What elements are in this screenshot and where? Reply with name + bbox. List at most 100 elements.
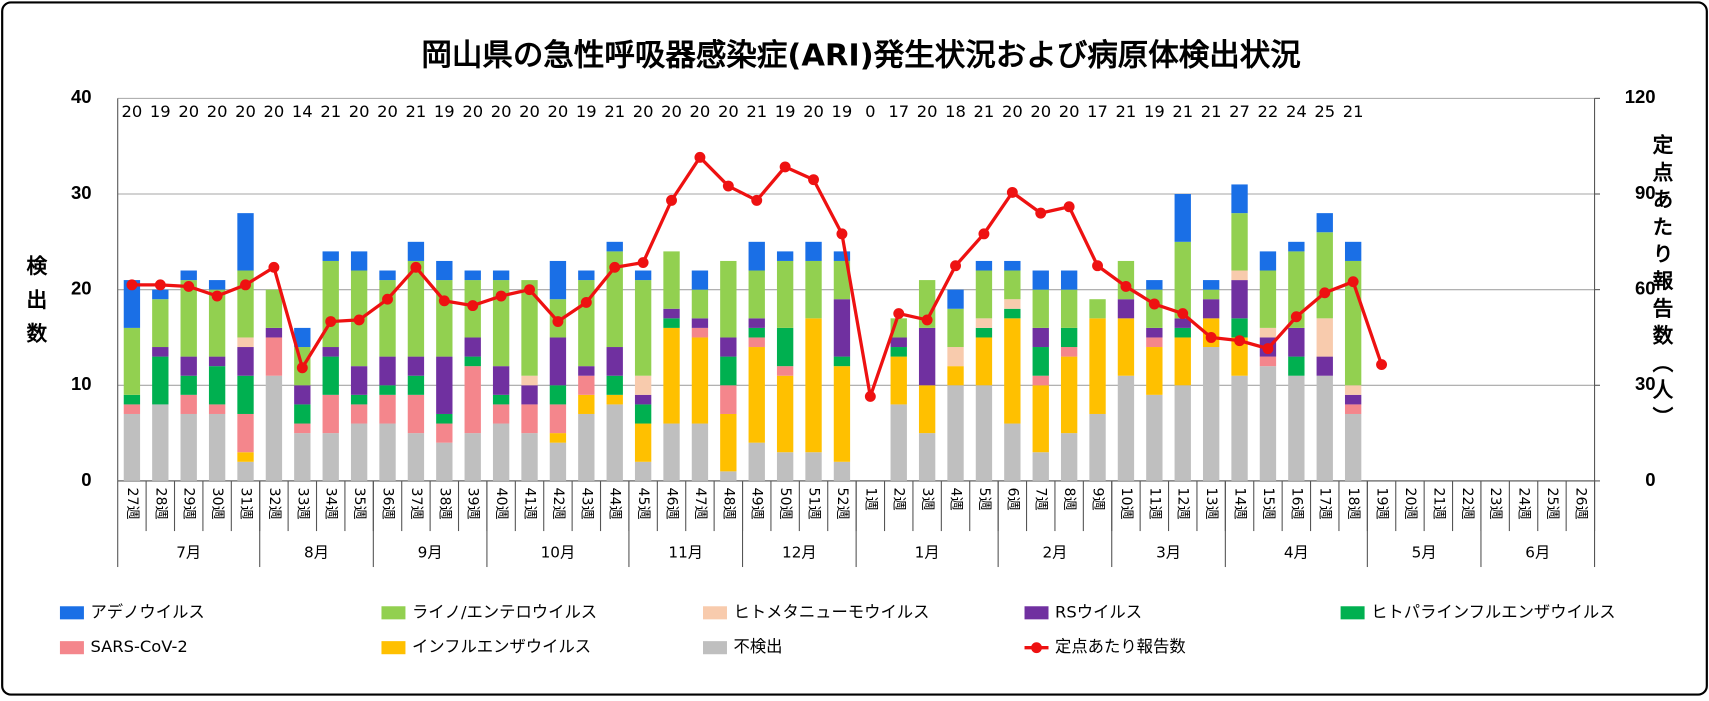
x-tick-label: 52週 — [834, 487, 850, 519]
bar-segment — [833, 366, 851, 462]
bar-segment — [606, 404, 623, 481]
x-tick-label: 33週 — [294, 487, 310, 519]
bar-segment — [833, 299, 851, 357]
x-tick-label: 19週 — [1374, 487, 1390, 519]
bar-segment — [1032, 375, 1049, 386]
x-tick-label: 40週 — [493, 487, 509, 519]
bar-segment — [1117, 299, 1135, 319]
line-point — [268, 261, 280, 273]
bar-segment — [1174, 327, 1191, 338]
bar-segment — [1032, 289, 1049, 328]
site-count: 18 — [945, 102, 966, 121]
bar-segment — [1032, 385, 1049, 453]
x-tick-label: 32週 — [266, 487, 282, 519]
line-point — [694, 151, 706, 163]
bar-segment — [1060, 327, 1078, 348]
bar-segment — [890, 356, 907, 405]
bar-segment — [1117, 375, 1135, 481]
site-count: 14 — [292, 102, 313, 121]
x-tick-label: 6週 — [1004, 487, 1020, 510]
bar-segment — [890, 337, 907, 348]
bar-segment — [1344, 413, 1362, 481]
legend-label: ヒトパラインフルエンザウイルス — [1371, 602, 1615, 621]
site-count: 21 — [406, 102, 427, 121]
bar-segment — [1259, 327, 1277, 338]
y2-tick-label: 0 — [1645, 469, 1655, 490]
bar-segment — [1259, 270, 1277, 328]
y-tick-label: 30 — [71, 182, 92, 203]
legend-swatch — [1024, 606, 1049, 620]
x-tick-label: 14週 — [1232, 487, 1248, 519]
bar-segment — [1231, 318, 1248, 338]
bar-segment — [464, 433, 481, 481]
bar-segment — [1231, 184, 1248, 214]
line-point — [1092, 260, 1103, 272]
bar-segment — [663, 308, 680, 319]
bar-segment — [492, 394, 510, 405]
bar-segment — [1288, 356, 1305, 376]
line-point — [382, 293, 393, 305]
bar-segment — [833, 356, 851, 367]
bar-segment — [237, 337, 254, 348]
line-point — [637, 257, 649, 268]
bar-segment — [1117, 318, 1135, 376]
site-count: 19 — [1144, 102, 1165, 121]
x-tick-label: 27週 — [124, 487, 140, 519]
x-tick-label: 16週 — [1288, 487, 1304, 519]
bar-segment — [1231, 213, 1248, 271]
bar-segment — [890, 347, 907, 357]
x-tick-label: 51週 — [806, 487, 822, 519]
bar-segment — [436, 356, 453, 414]
bar-segment — [578, 270, 595, 281]
bar-segment — [152, 299, 169, 348]
bar-segment — [1004, 260, 1021, 271]
bar-segment — [776, 366, 794, 376]
line-point — [722, 180, 734, 192]
site-count: 19 — [434, 102, 455, 121]
group-label: 8月 — [304, 543, 329, 561]
bar-segment — [1174, 318, 1191, 328]
site-count: 21 — [320, 102, 341, 121]
bar-segment — [265, 289, 283, 328]
group-label: 3月 — [1156, 543, 1181, 561]
line-point — [438, 295, 450, 307]
bar-segment — [975, 270, 993, 319]
x-tick-label: 43週 — [578, 487, 594, 519]
bar-segment — [294, 404, 311, 424]
line-point — [552, 316, 564, 327]
site-count: 20 — [1030, 102, 1051, 121]
site-count: 20 — [1002, 102, 1023, 121]
x-tick-label: 36週 — [380, 487, 396, 519]
bar-segment — [947, 308, 964, 348]
line-point — [978, 228, 990, 240]
bar-segment — [691, 327, 709, 338]
line-point — [211, 290, 223, 302]
bar-segment — [350, 404, 368, 424]
line-point — [524, 284, 535, 296]
bar-segment — [521, 280, 538, 376]
bar-segment — [436, 413, 453, 424]
group-label: 10月 — [541, 543, 576, 561]
x-tick-label: 41週 — [522, 487, 538, 519]
bar-segment — [379, 385, 396, 395]
bar-segment — [464, 366, 481, 434]
line-point — [126, 279, 138, 291]
line-point — [1376, 359, 1388, 371]
bar-segment — [322, 433, 339, 481]
x-tick-label: 46週 — [664, 487, 680, 519]
legend-swatch — [703, 641, 727, 655]
bar-segment — [350, 423, 368, 481]
x-tick-label: 7週 — [1033, 487, 1049, 510]
bar-segment — [237, 375, 254, 414]
line-point — [325, 316, 337, 327]
bar-segment — [436, 423, 453, 443]
bar-segment — [322, 394, 339, 434]
site-count: 20 — [548, 102, 569, 121]
bar-segment — [1004, 299, 1021, 309]
bar-segment — [634, 423, 652, 462]
bar-segment — [237, 452, 254, 462]
x-tick-label: 12週 — [1175, 487, 1191, 519]
bar-segment — [748, 327, 765, 338]
bar-segment — [578, 366, 595, 376]
